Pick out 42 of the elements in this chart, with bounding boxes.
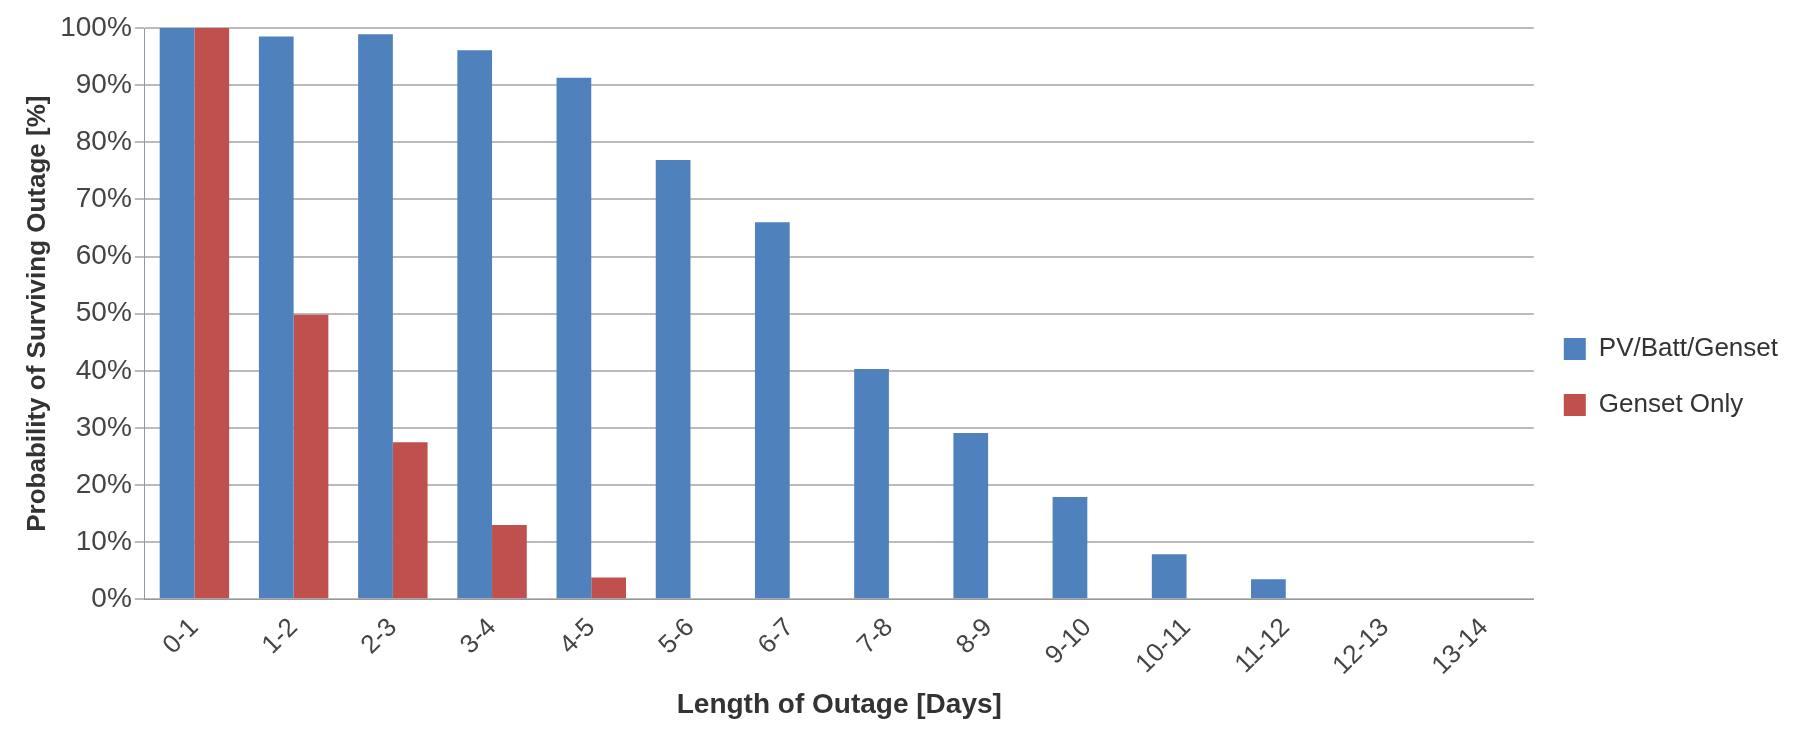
bar	[953, 433, 989, 599]
x-tick-label: 5-6	[652, 611, 700, 660]
x-tick-label: 4-5	[552, 611, 601, 660]
bar	[159, 28, 195, 599]
x-tick-label: 9-10	[1038, 611, 1097, 670]
x-tick-label: 8-9	[949, 611, 998, 660]
x-tick-label: 1-2	[255, 611, 303, 660]
legend-label: PV/Batt/Genset	[1598, 332, 1779, 363]
y-tick-label: 20%	[75, 467, 132, 499]
y-tick-label: 50%	[75, 296, 132, 328]
x-tick-label: 3-4	[453, 611, 502, 660]
bar	[754, 222, 790, 599]
x-axis-title: Length of Outage [Days]	[676, 687, 1002, 719]
x-tick-label: 0-1	[155, 611, 204, 660]
bar	[392, 442, 428, 599]
x-tick-label: 6-7	[751, 611, 800, 660]
bar	[854, 369, 889, 599]
y-tick-label: 80%	[75, 124, 132, 156]
bar	[556, 77, 592, 599]
y-tick-label: 100%	[60, 10, 132, 42]
bar	[492, 525, 527, 599]
bar	[655, 159, 691, 599]
bar	[1251, 579, 1286, 599]
y-tick-label: 30%	[75, 410, 132, 442]
y-tick-label: 90%	[75, 67, 132, 99]
y-tick-label: 60%	[75, 239, 132, 271]
y-tick-label: 0%	[91, 582, 132, 614]
bar	[293, 314, 329, 599]
bar	[457, 50, 493, 599]
bar	[1052, 497, 1088, 599]
bar	[591, 577, 626, 599]
x-tick-label: 2-3	[354, 611, 403, 660]
bar	[1151, 554, 1187, 599]
y-axis-title: Probability of Surviving Outage [%]	[20, 95, 51, 532]
y-tick-label: 40%	[75, 353, 132, 385]
legend-label: Genset Only	[1598, 388, 1744, 419]
x-tick-label: 7-8	[850, 611, 899, 660]
bar	[258, 36, 294, 599]
bar	[194, 28, 230, 599]
bar	[358, 34, 393, 599]
y-tick-label: 10%	[75, 524, 132, 556]
y-tick-label: 70%	[75, 182, 132, 214]
